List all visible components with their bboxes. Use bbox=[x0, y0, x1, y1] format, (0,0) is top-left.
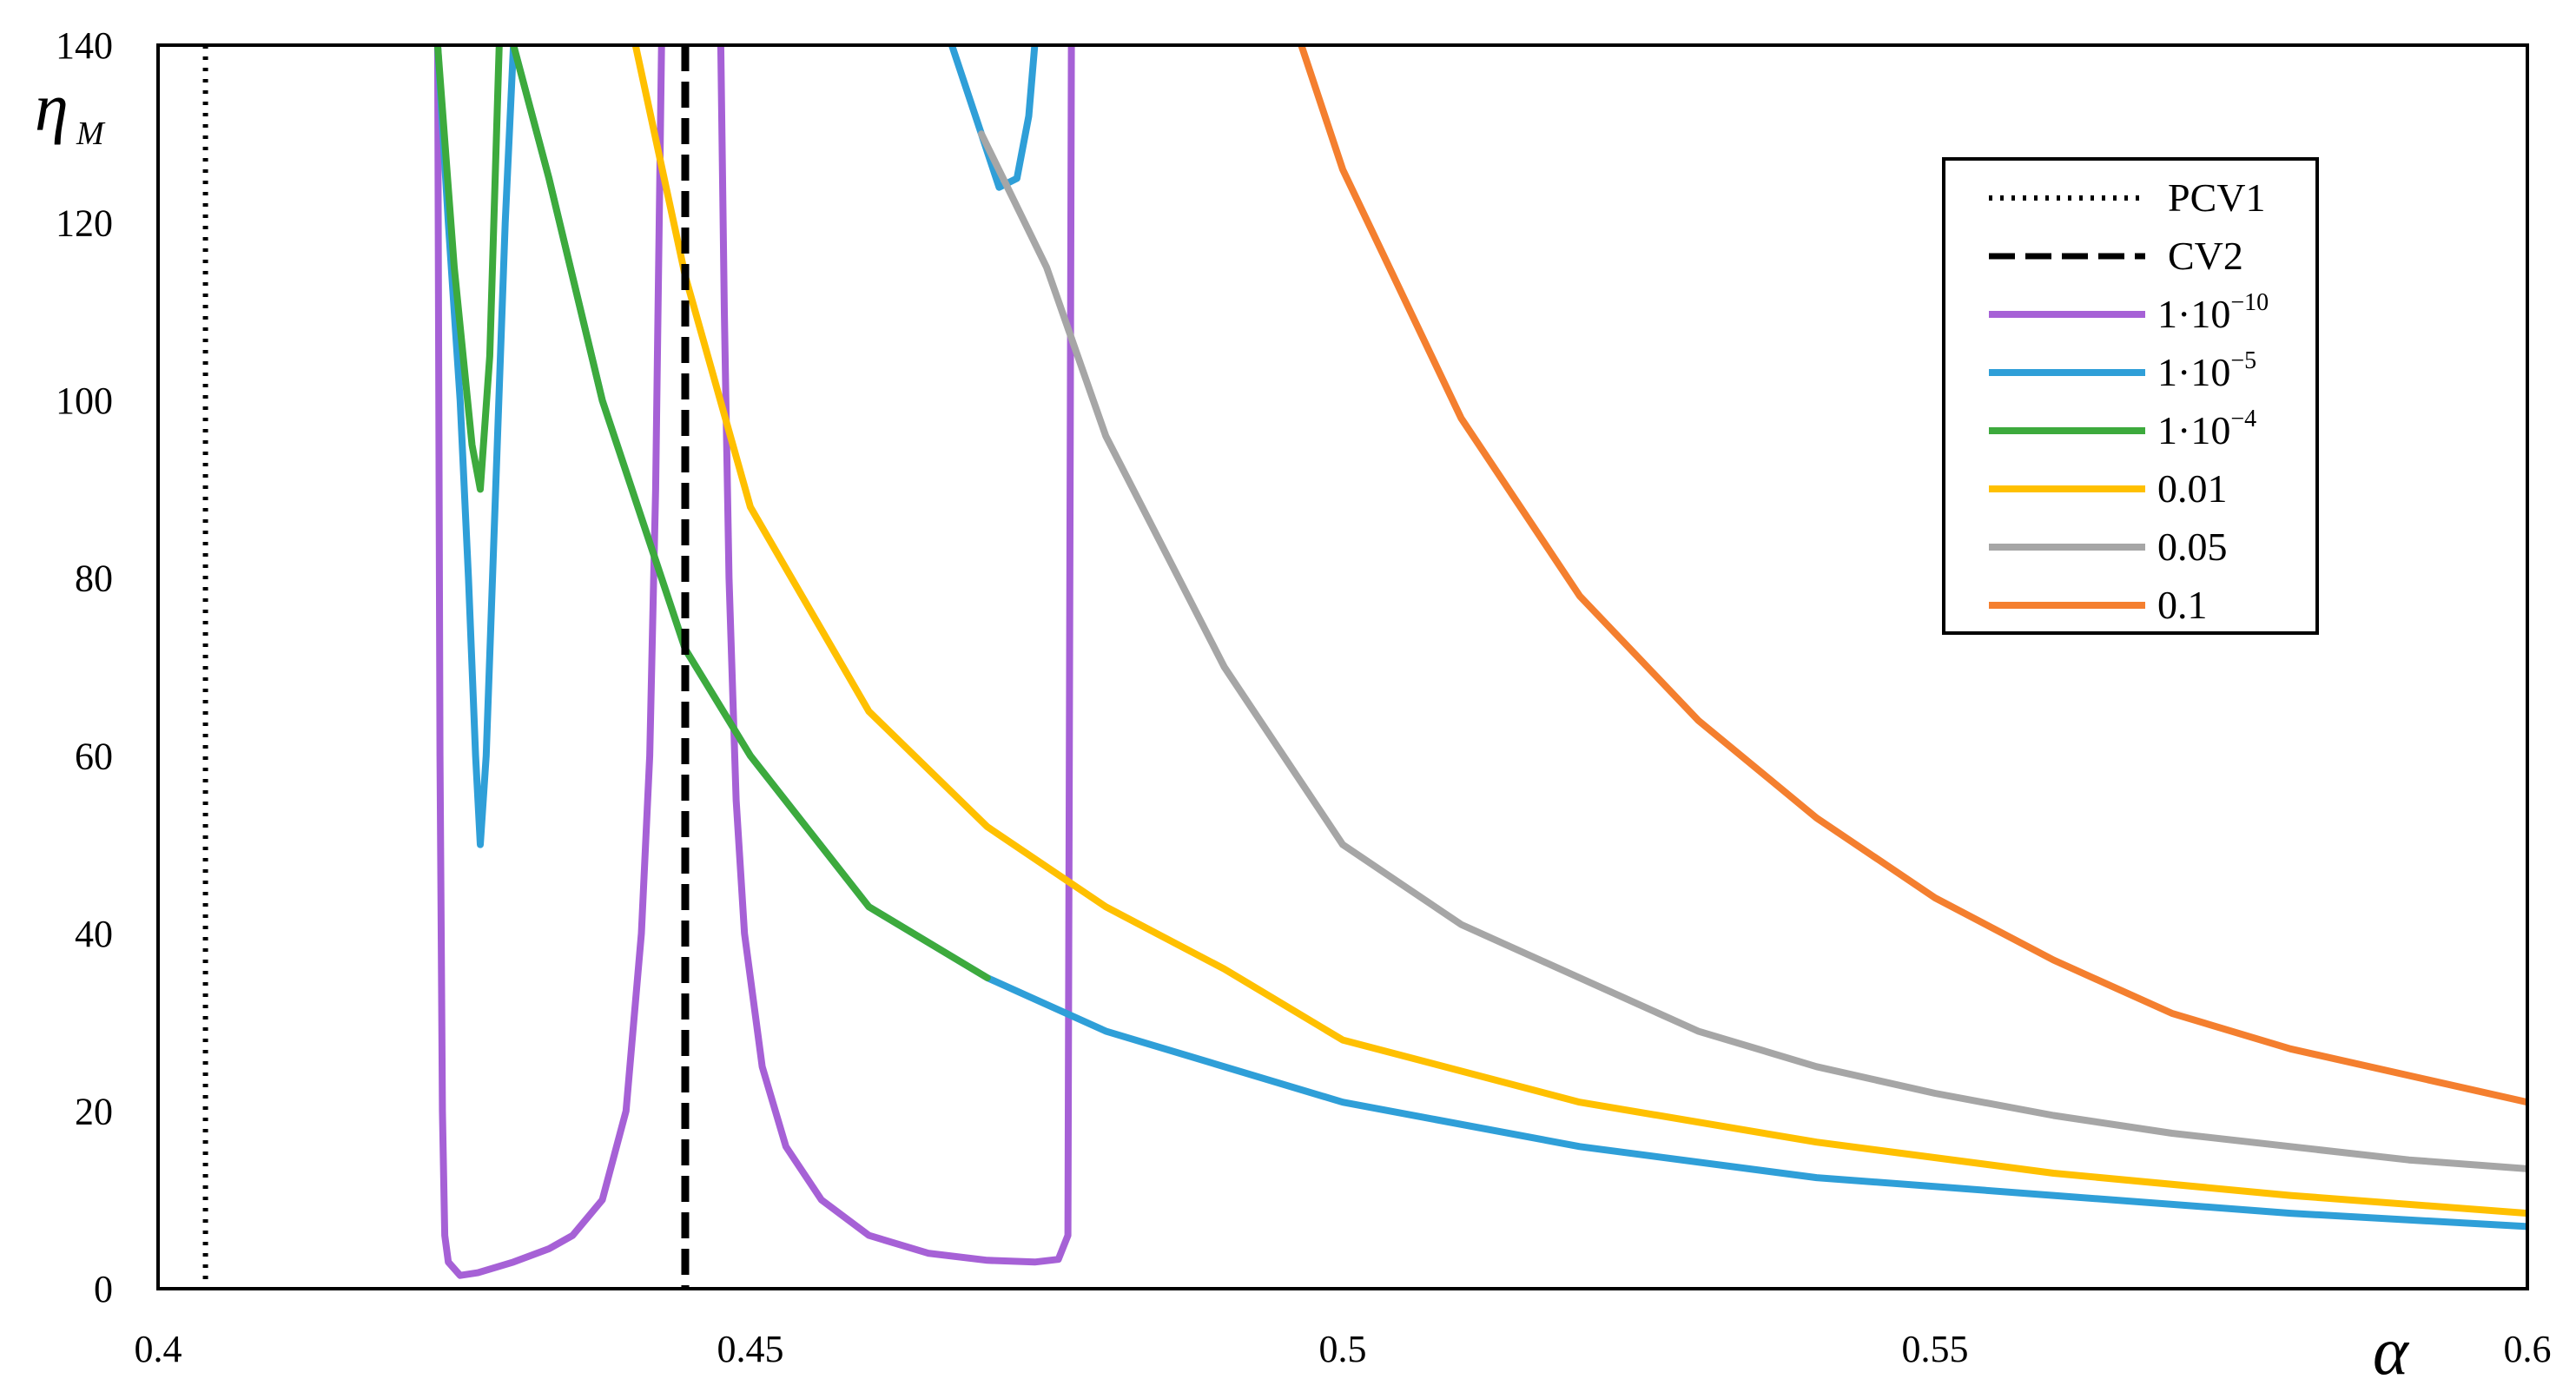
y-tick-label: 0 bbox=[94, 1268, 113, 1310]
y-ticks: 0 20 40 60 80 100 120 140 bbox=[56, 24, 113, 1310]
y-tick-label: 120 bbox=[56, 202, 113, 245]
legend-label-pcv1: PCV1 bbox=[2168, 175, 2265, 220]
y-tick-label: 80 bbox=[75, 558, 113, 600]
series-line-0-seg-0 bbox=[433, 45, 665, 1279]
series-line-3-seg-0 bbox=[631, 45, 2527, 1218]
y-tick-label: 100 bbox=[56, 379, 113, 422]
x-tick-label: 0.4 bbox=[135, 1328, 182, 1370]
legend-label-cv2: CV2 bbox=[2168, 234, 2243, 278]
legend: PCV1 CV2 1·10−10 1·10−5 1·10−4 0.01 0.05 0.1 bbox=[1942, 157, 2319, 635]
x-tick-label: 0.6 bbox=[2504, 1328, 2552, 1370]
legend-label: 0.01 bbox=[2157, 466, 2228, 511]
plot-frame bbox=[156, 43, 2529, 1290]
y-tick-label: 40 bbox=[75, 913, 113, 955]
y-axis-title-sub: M bbox=[76, 115, 106, 152]
legend-label: 1·10−5 bbox=[2157, 347, 2256, 394]
series-line-2-seg-0 bbox=[433, 45, 503, 493]
y-axis-title-main: η bbox=[35, 69, 69, 145]
series-line-5-seg-0 bbox=[1298, 45, 2527, 1106]
legend-label: 1·10−10 bbox=[2157, 289, 2269, 336]
x-ticks: 0.4 0.45 0.5 0.55 0.6 bbox=[135, 1328, 2552, 1370]
series-line-0-seg-1 bbox=[717, 45, 1075, 1266]
x-axis-title: α bbox=[2373, 1313, 2410, 1389]
x-tick-label: 0.55 bbox=[1902, 1328, 1969, 1370]
x-tick-label: 0.5 bbox=[1319, 1328, 1367, 1370]
legend-box bbox=[1942, 157, 2319, 635]
x-tick-label: 0.45 bbox=[717, 1328, 784, 1370]
y-tick-label: 140 bbox=[56, 24, 113, 67]
legend-label: 0.05 bbox=[2157, 525, 2228, 569]
y-axis-title: η M bbox=[35, 69, 106, 152]
legend-label: 0.1 bbox=[2157, 583, 2208, 627]
y-tick-label: 60 bbox=[75, 735, 113, 777]
series-line-4-seg-0 bbox=[978, 130, 2527, 1172]
y-tick-label: 20 bbox=[75, 1090, 113, 1132]
legend-label: 1·10−4 bbox=[2157, 406, 2256, 452]
vertical-reference-lines bbox=[202, 45, 690, 1289]
